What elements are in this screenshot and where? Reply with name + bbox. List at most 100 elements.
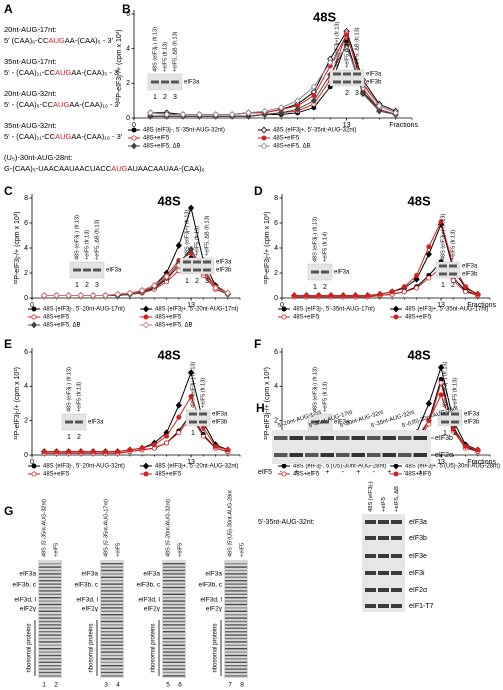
gel-band <box>225 566 247 568</box>
band-label: eIF2γ <box>206 606 223 613</box>
gel-band <box>101 607 123 609</box>
legend-marker <box>31 314 37 320</box>
legend-marker <box>281 463 287 469</box>
gel-band <box>225 573 247 575</box>
data-point <box>176 414 182 420</box>
gel-band <box>163 569 185 572</box>
gel-band <box>378 604 389 608</box>
sequence: 5' - (CAA)₁₁-CCAUGAA-(CAA)₁₀ - 3' <box>4 132 123 141</box>
gel-band <box>439 264 447 268</box>
gel-band <box>163 631 185 633</box>
lane-number: 1 <box>75 282 79 289</box>
band-label: eIF3a <box>462 264 478 270</box>
gel-band <box>163 563 185 565</box>
band-label: eIF3i <box>409 570 425 577</box>
gel-band <box>39 624 61 626</box>
legend-marker <box>261 135 267 141</box>
data-point <box>261 111 268 118</box>
lane-label: 48S (eIF3j+) (fr.13) <box>334 22 340 68</box>
gel-band <box>163 583 185 585</box>
lane-label: +eIF5, ΔB (fr.13) <box>172 31 178 72</box>
gel-band <box>321 420 329 424</box>
legend-label: 48S+eIF5 <box>143 136 170 142</box>
legend-marker <box>260 142 268 150</box>
lane-number: 1 <box>42 682 46 689</box>
row-label: eIF5 <box>258 469 272 476</box>
lane-label: +eIF5, ΔB (fr.13) <box>354 27 360 68</box>
data-point <box>414 272 420 278</box>
gel-band <box>39 644 61 646</box>
data-point <box>438 380 444 386</box>
data-point <box>66 449 72 455</box>
gel-band <box>83 268 91 272</box>
data-point <box>163 111 170 118</box>
gel-band <box>101 593 123 595</box>
data-point <box>426 275 432 281</box>
gel-band <box>343 80 351 84</box>
gel-band <box>391 520 402 524</box>
x-tick-label: 0 <box>132 122 136 129</box>
gel-band <box>163 617 185 619</box>
gel-band <box>225 600 247 602</box>
gel-band <box>39 590 61 592</box>
gel-band <box>378 588 389 592</box>
gel-band <box>189 412 197 416</box>
data-point <box>90 449 96 455</box>
data-point <box>438 219 444 225</box>
panel-label: B <box>122 2 131 16</box>
lane-number: 2 <box>54 682 58 689</box>
gel-band <box>101 671 123 674</box>
gel-band <box>391 604 402 608</box>
data-point <box>426 244 432 250</box>
gel-band <box>274 436 288 440</box>
gel-band <box>199 420 207 424</box>
data-point <box>303 292 309 298</box>
legend-marker <box>30 321 38 329</box>
gel-band <box>101 603 123 606</box>
lane-label: +eIF5 (fr.14) <box>322 232 328 262</box>
lane-number: 1 <box>153 94 157 101</box>
gel-band <box>353 80 361 84</box>
gel-band <box>320 436 334 440</box>
panel-label: H <box>256 401 265 415</box>
gel-band <box>39 648 61 650</box>
gel-band <box>101 661 123 663</box>
gel-band <box>391 536 402 540</box>
x-tick-label: 13 <box>437 302 445 309</box>
gel-band <box>225 641 247 643</box>
lane-number: 4 <box>116 682 120 689</box>
sign: - <box>404 469 407 476</box>
y-tick-label: 0 <box>274 295 278 302</box>
legend-label: 48S+eIF5, ΔB <box>155 323 193 329</box>
legend-label: 48S+eIF5 <box>273 136 300 142</box>
annotation: 48S <box>313 9 336 24</box>
y-axis-label: ³²P-eIF3j-/+ (cpm x 10³) <box>14 212 21 285</box>
data-point <box>228 111 236 118</box>
sequence-part: AA-(CAA)₁₀ - 3' <box>69 100 120 109</box>
gel-band <box>39 627 61 629</box>
data-point <box>41 292 48 299</box>
gel-band <box>367 453 381 457</box>
gel-band <box>351 436 365 440</box>
band-label: eIF3b, c <box>75 582 99 589</box>
sequence-part: 5' - (CAA)₆-CC <box>4 100 54 109</box>
gel-band <box>101 631 123 633</box>
gel-band <box>391 554 402 558</box>
x-tick-label: 13 <box>437 459 445 466</box>
y-tick-label: 6 <box>24 349 28 356</box>
gel-band <box>39 583 61 585</box>
gel-band <box>289 453 303 457</box>
legend-marker <box>142 305 150 313</box>
data-point <box>294 97 301 105</box>
gel-band <box>39 614 61 616</box>
gel-band <box>39 597 61 599</box>
gel-band <box>101 597 123 599</box>
gel-band <box>225 665 247 667</box>
lane-label: +eIF5 (fr.13) <box>452 378 458 408</box>
gel-band <box>225 617 247 619</box>
sign: + <box>325 469 329 476</box>
y-tick-label: 4 <box>274 245 278 252</box>
sign: + <box>418 469 422 476</box>
gel-band <box>163 576 185 578</box>
gel-band <box>225 590 247 592</box>
